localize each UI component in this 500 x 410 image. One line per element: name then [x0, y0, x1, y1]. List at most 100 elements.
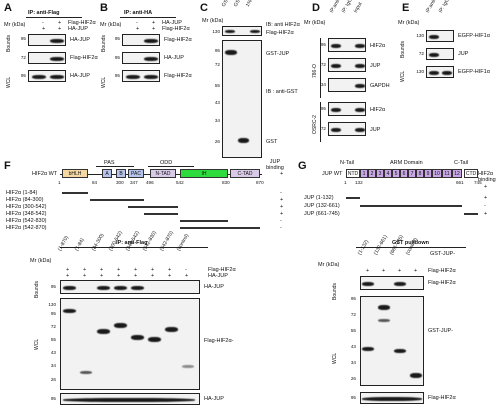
construct-bar — [180, 220, 228, 223]
cell-line-label: OSRC-2 — [312, 115, 318, 134]
construct-binding: + — [484, 195, 488, 201]
row-label: HA-JUP — [68, 26, 88, 32]
construct-binding: + — [280, 204, 284, 210]
blot-label: Flag-HIF2α — [70, 55, 98, 61]
domain-group-label: ODD — [160, 160, 173, 166]
blot-label: JUP — [458, 51, 469, 57]
lane-label: IP: IgG — [340, 0, 354, 14]
panel-letter: F — [4, 160, 11, 172]
bounds-label: Bounds — [400, 41, 406, 58]
bounds-label: Bounds — [34, 281, 40, 298]
mr-label: Mr (kDa) — [4, 22, 26, 28]
panel-letter: B — [100, 2, 108, 14]
mr-label: Mr (kDa) — [100, 22, 122, 28]
panel-letter: D — [312, 2, 320, 14]
bounds-label: Bounds — [6, 35, 12, 52]
lane-label: (132-661) — [372, 234, 389, 256]
lane-label: IP: IgG — [437, 0, 451, 14]
mr-label: Mr (kDa) — [318, 262, 340, 268]
blot-label: HA-JUP — [164, 55, 184, 61]
blot — [28, 34, 66, 46]
region-label: ARM Domain — [390, 160, 423, 166]
wt-label: HIF2α WT — [32, 171, 58, 177]
construct-binding: - — [280, 225, 282, 231]
domain-bhlh: bHLH — [62, 169, 88, 178]
lane-label: (542-870) — [158, 230, 175, 252]
blot-label: Flag-HIF2α — [164, 37, 192, 43]
construct-binding: + — [280, 211, 284, 217]
construct-bar — [180, 227, 260, 230]
ip-header: IP: anti-Flag — [28, 10, 60, 16]
blot-label: GST-JUP — [266, 51, 290, 57]
lane-label: 1% Input — [245, 0, 260, 8]
construct-binding: - — [484, 203, 486, 209]
blot-label: HA-JUP — [70, 73, 90, 79]
domain-pac: PAC — [128, 169, 144, 178]
panel-letter: C — [200, 2, 208, 14]
construct-label: HIF2α (348-542) — [6, 211, 47, 217]
blot — [328, 58, 366, 72]
blot-label: JUP — [370, 63, 381, 69]
wcl-label: WCL — [6, 76, 12, 88]
blot-label: GST — [266, 139, 278, 145]
blot-label: Flag-HIF2α — [266, 30, 294, 36]
sign-row-label: Flag-HIF2α — [428, 268, 456, 274]
blot-label: GST-JUP- — [428, 328, 454, 334]
construct-label: JUP (132-661) — [304, 203, 340, 209]
pulldown-header: GST pulldown — [392, 240, 429, 246]
blot — [360, 392, 424, 404]
blot — [122, 34, 160, 46]
lane-label: (1-84) — [73, 237, 86, 252]
wcl-label: WCL — [34, 338, 40, 350]
blot — [122, 52, 160, 64]
row-label: HA-JUP — [162, 20, 182, 26]
blot-label: HA-JUP — [204, 396, 224, 402]
region-label: N-Tail — [340, 160, 355, 166]
construct-label: HIF2α (300-542) — [6, 204, 47, 210]
construct-bar — [90, 199, 144, 202]
wcl-label: WCL — [101, 76, 107, 88]
lane-group-label: GST-JUP- — [430, 251, 456, 257]
blot — [426, 66, 454, 78]
blot — [60, 298, 200, 390]
sign-row-label: HA-JUP — [208, 273, 228, 279]
blot — [60, 280, 200, 294]
lane-label: (84-300) — [90, 232, 106, 252]
blot — [328, 78, 366, 92]
lane-label: Input — [352, 1, 364, 15]
construct-label: JUP (661-745) — [304, 211, 340, 217]
lane-label: (1-870) — [56, 235, 71, 252]
ip-header: IP: anti-HA — [124, 10, 153, 16]
blot-label: HIF2α — [370, 43, 386, 49]
mr-label: Mr (kDa) — [202, 18, 224, 24]
blot-label: GAPDH — [370, 83, 390, 89]
wt-binding: + — [280, 171, 284, 177]
bounds-label: Bounds — [101, 35, 107, 52]
domain-ntad: N-TAD — [150, 169, 176, 178]
construct-label: HIF2α (84-300) — [6, 197, 44, 203]
row-label: Flag-HIF2α — [68, 20, 96, 26]
binding-header: JUP binding — [266, 159, 284, 171]
domain-pas-a: A — [102, 169, 112, 178]
ip-header: IP: anti-Flag — [116, 240, 148, 246]
panel-letter: G — [298, 160, 307, 172]
region-label: C-Tail — [454, 160, 469, 166]
blot — [328, 102, 366, 116]
blot-label: Flag-HIF2α — [164, 73, 192, 79]
construct-bar — [346, 197, 360, 200]
construct-label: HIF2α (542-870) — [6, 225, 47, 231]
construct-bar — [144, 213, 178, 216]
construct-bar — [62, 192, 88, 195]
blot — [222, 40, 262, 158]
construct-binding: - — [280, 190, 282, 196]
construct-binding: - — [280, 218, 282, 224]
row-label: Flag-HIF2α — [162, 26, 190, 32]
blot-label: HA-JUP — [70, 37, 90, 43]
blot-label: Flag-HIF2α — [428, 280, 456, 286]
panel-letter: E — [402, 2, 410, 14]
construct-binding: + — [484, 211, 488, 217]
panel-letter: A — [4, 2, 12, 14]
ib-label: IB: anti HIF2α — [266, 22, 300, 28]
wcl-label: WCL — [332, 352, 338, 364]
blot-label: HIF2α — [370, 107, 386, 113]
